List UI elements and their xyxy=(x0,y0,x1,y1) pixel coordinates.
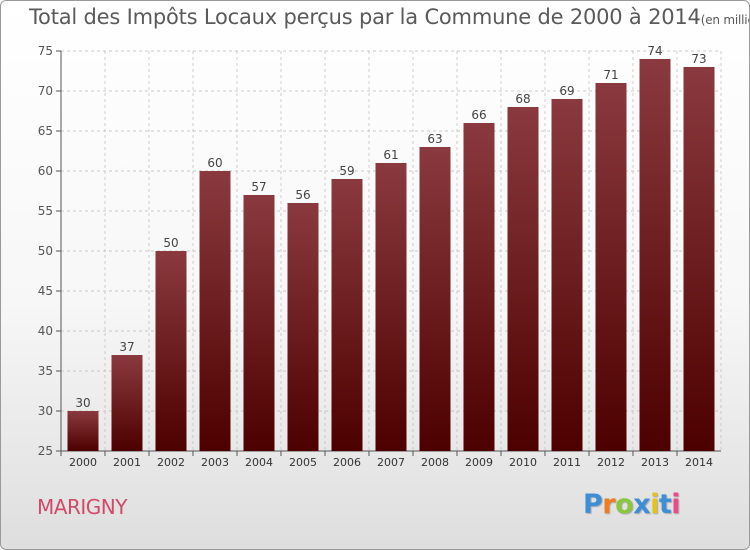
bar xyxy=(683,67,715,451)
x-tick-label: 2008 xyxy=(421,456,449,469)
logo-letter: i xyxy=(650,489,659,520)
chart-title-text: Total des Impôts Locaux perçus par la Co… xyxy=(29,5,701,29)
logo-letter: r xyxy=(602,489,616,520)
bar xyxy=(463,123,495,451)
x-tick-label: 2004 xyxy=(245,456,273,469)
data-label: 56 xyxy=(295,188,310,202)
data-label: 68 xyxy=(515,92,530,106)
data-label: 57 xyxy=(251,180,266,194)
data-label: 73 xyxy=(691,52,706,66)
data-label: 63 xyxy=(427,132,442,146)
y-tick-label: 25 xyxy=(38,444,53,458)
y-tick-label: 75 xyxy=(38,44,53,58)
y-tick-label: 40 xyxy=(38,324,53,338)
y-tick-label: 35 xyxy=(38,364,53,378)
bar xyxy=(287,203,319,451)
y-tick-label: 30 xyxy=(38,404,53,418)
y-tick-label: 45 xyxy=(38,284,53,298)
bar xyxy=(419,147,451,451)
data-label: 74 xyxy=(647,44,662,58)
x-tick-label: 2010 xyxy=(509,456,537,469)
data-label: 59 xyxy=(339,164,354,178)
data-labels: 30 37 50 60 57 56 59 61 63 66 68 69 71 74 73 xyxy=(75,44,706,410)
x-tick-label: 2014 xyxy=(685,456,713,469)
y-tick-label: 60 xyxy=(38,164,53,178)
logo-letter: t xyxy=(658,489,672,520)
chart-subtitle: (en milliers d'€) xyxy=(700,13,749,27)
bar xyxy=(639,59,671,451)
bar xyxy=(551,99,583,451)
chart-title: Total des Impôts Locaux perçus par la Co… xyxy=(29,5,749,29)
logo-letter: P xyxy=(583,489,603,520)
data-label: 71 xyxy=(603,68,618,82)
bar xyxy=(67,411,99,451)
bar xyxy=(507,107,539,451)
x-tick-label: 2013 xyxy=(641,456,669,469)
data-label: 69 xyxy=(559,84,574,98)
x-tick-label: 2012 xyxy=(597,456,625,469)
x-tick-label: 2006 xyxy=(333,456,361,469)
proxiti-logo[interactable]: Proxiti xyxy=(583,489,681,520)
bar xyxy=(375,163,407,451)
x-tick-label: 2007 xyxy=(377,456,405,469)
data-label: 66 xyxy=(471,108,486,122)
bar xyxy=(331,179,363,451)
y-tick-label: 65 xyxy=(38,124,53,138)
y-tick-label: 55 xyxy=(38,204,53,218)
x-tick-label: 2009 xyxy=(465,456,493,469)
x-tick-label: 2011 xyxy=(553,456,581,469)
x-tick-label: 2003 xyxy=(201,456,229,469)
data-label: 60 xyxy=(207,156,222,170)
x-tick-label: 2000 xyxy=(69,456,97,469)
axes: 25 30 35 40 45 50 55 60 65 70 75 2000 2001 2002 2003 20… xyxy=(38,44,721,469)
logo-letter: i xyxy=(671,489,681,520)
bars xyxy=(67,59,715,451)
data-label: 30 xyxy=(75,396,90,410)
data-label: 50 xyxy=(163,236,178,250)
logo-letter: x xyxy=(633,489,651,520)
x-tick-label: 2001 xyxy=(113,456,141,469)
data-label: 37 xyxy=(119,340,134,354)
bar xyxy=(595,83,627,451)
x-tick-label: 2002 xyxy=(157,456,185,469)
bar xyxy=(199,171,231,451)
logo-letter: o xyxy=(615,489,634,520)
commune-name: MARIGNY xyxy=(37,495,127,519)
bar xyxy=(243,195,275,451)
data-label: 61 xyxy=(383,148,398,162)
bar xyxy=(111,355,143,451)
x-tick-label: 2005 xyxy=(289,456,317,469)
bar xyxy=(155,251,187,451)
y-tick-label: 70 xyxy=(38,84,53,98)
y-tick-label: 50 xyxy=(38,244,53,258)
